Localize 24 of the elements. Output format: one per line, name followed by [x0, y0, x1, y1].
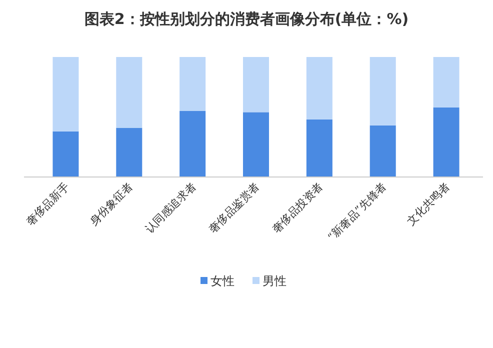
bar	[116, 57, 142, 128]
x-tick-label: 身份象征者	[87, 180, 136, 228]
bar	[52, 57, 79, 132]
chart-title: 图表2：按性别划分的消费者画像分布(单位：%)	[84, 10, 409, 28]
legend-label: 女性	[210, 274, 234, 288]
bar	[180, 111, 206, 177]
bar	[243, 112, 269, 177]
x-tick-label: 文化共鸣者	[404, 180, 452, 228]
bar	[433, 57, 460, 108]
x-tick-label: “新奢品”先锋者	[325, 180, 389, 244]
x-tick-label: 奢侈品投资者	[270, 180, 326, 236]
legend-label: 男性	[262, 274, 286, 288]
bar	[370, 57, 396, 126]
bar	[180, 57, 206, 111]
bar	[370, 125, 396, 177]
bar	[243, 57, 269, 112]
bar	[433, 107, 460, 177]
bar	[306, 57, 332, 120]
bar	[116, 128, 142, 177]
bar	[52, 131, 79, 177]
x-tick-label: 奢侈品新手	[24, 180, 72, 228]
x-tick-label: 认同感追求者	[142, 180, 199, 236]
bar	[306, 119, 332, 177]
x-tick-label: 奢侈品鉴赏者	[206, 180, 262, 236]
